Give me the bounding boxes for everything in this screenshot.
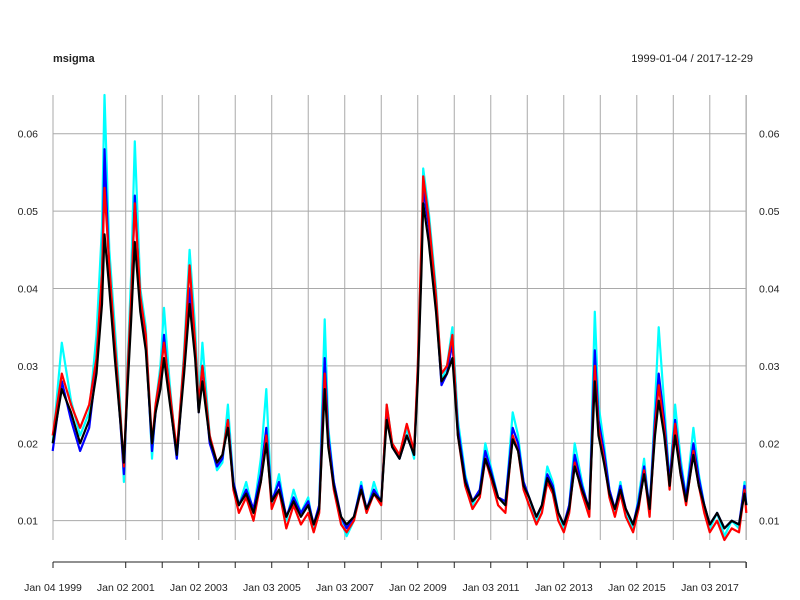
y-tick-label-left: 0.04: [18, 283, 39, 295]
y-tick-label-right: 0.05: [759, 206, 780, 218]
x-tick-label: Jan 02 2003: [170, 582, 228, 594]
y-tick-label-right: 0.03: [759, 361, 780, 373]
y-tick-label-right: 0.02: [759, 438, 780, 450]
grid: [52, 95, 747, 540]
y-tick-label-left: 0.05: [18, 206, 39, 218]
plot-series: [51, 93, 748, 542]
x-tick-label: Jan 04 1999: [24, 582, 82, 594]
x-tick-label: Jan 02 2015: [608, 582, 666, 594]
x-tick-label: Jan 03 2007: [316, 582, 374, 594]
series-line: [51, 93, 748, 538]
y-tick-label-left: 0.01: [18, 516, 39, 528]
series-line: [51, 148, 748, 530]
chart-title: msigma: [53, 53, 95, 65]
x-tick-label: Jan 03 2011: [462, 582, 519, 594]
y-tick-label-right: 0.06: [759, 129, 780, 141]
x-tick-label: Jan 02 2001: [97, 582, 155, 594]
x-tick-label: Jan 02 2013: [535, 582, 593, 594]
y-tick-label-left: 0.02: [18, 438, 39, 450]
axes: 0.01 0.01 0.02 0.02 0.03 0.03 0.04 0.04 0.05 0.05…: [18, 129, 780, 594]
x-tick-label: Jan 03 2005: [243, 582, 301, 594]
x-tick-label: Jan 03 2017: [681, 582, 739, 594]
y-tick-label-right: 0.04: [759, 283, 780, 295]
x-tick-label: Jan 02 2009: [389, 582, 447, 594]
y-tick-label-right: 0.01: [759, 516, 780, 528]
chart-date-range: 1999-01-04 / 2017-12-29: [631, 53, 753, 65]
y-tick-label-left: 0.06: [18, 129, 39, 141]
series-line: [51, 175, 748, 542]
y-tick-label-left: 0.03: [18, 361, 39, 373]
series-line: [51, 202, 748, 530]
